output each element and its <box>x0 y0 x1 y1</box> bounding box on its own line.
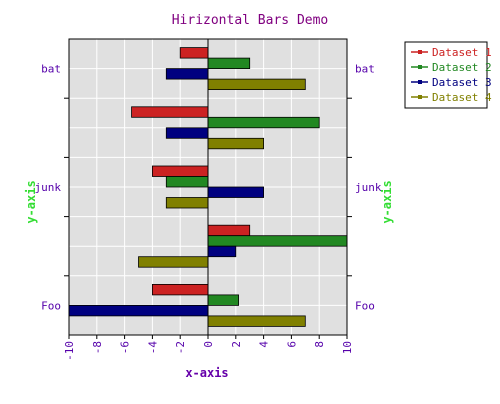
bar-dataset-3 <box>165 127 209 139</box>
x-tick-label: 6 <box>285 341 298 348</box>
bar-dataset-3 <box>68 304 209 317</box>
legend-marker <box>418 80 422 84</box>
y-tick-label-right: junk <box>355 181 382 194</box>
bar-dataset-4 <box>207 137 264 150</box>
legend-label: Dataset 3 <box>432 76 492 89</box>
bar-dataset-1 <box>207 224 251 237</box>
x-tick-label: 8 <box>313 341 326 348</box>
x-tick-label: -10 <box>63 341 76 361</box>
y-tick-label-left: Foo <box>41 299 61 312</box>
bar-dataset-1 <box>151 165 209 177</box>
legend-label: Dataset 1 <box>432 46 492 59</box>
x-tick-label: -6 <box>119 341 132 354</box>
x-tick-label: -8 <box>91 341 104 354</box>
y-tick-label-right: Foo <box>355 299 375 312</box>
legend-label: Dataset 2 <box>432 61 492 74</box>
bar-dataset-2 <box>207 116 320 129</box>
bar-dataset-1 <box>179 47 209 59</box>
legend-label: Dataset 4 <box>432 91 492 104</box>
bar-dataset-4 <box>138 256 209 268</box>
y-tick-label-right: bat <box>355 63 375 76</box>
x-tick-label: 10 <box>341 341 354 354</box>
bar-dataset-4 <box>165 197 209 209</box>
bar-dataset-4 <box>207 315 306 327</box>
y-tick-label-left: bat <box>41 63 61 76</box>
bar-dataset-3 <box>165 68 209 80</box>
bar-dataset-2 <box>207 57 251 69</box>
y-axis-label-right: y-axis <box>380 180 394 223</box>
chart-title: Hirizontal Bars Demo <box>172 13 329 28</box>
legend-marker <box>418 50 422 54</box>
legend-marker <box>418 65 422 69</box>
x-tick-label: 2 <box>230 341 243 348</box>
x-axis-label: x-axis <box>185 366 228 380</box>
bar-dataset-2 <box>207 235 348 247</box>
bar-dataset-2 <box>207 294 239 306</box>
bar-dataset-3 <box>207 245 237 258</box>
y-axis-label-left: y-axis <box>24 180 38 223</box>
bar-dataset-1 <box>151 283 209 296</box>
y-tick-label-left: junk <box>35 181 62 194</box>
x-tick-label: -2 <box>174 341 187 354</box>
x-tick-label: 0 <box>202 341 215 348</box>
x-tick-label: 4 <box>258 341 271 348</box>
legend-marker <box>418 95 422 99</box>
bar-dataset-2 <box>165 176 209 188</box>
x-tick-label: -4 <box>146 341 159 355</box>
bar-dataset-1 <box>131 106 209 118</box>
bar-dataset-3 <box>207 186 264 198</box>
bar-dataset-4 <box>207 78 306 90</box>
